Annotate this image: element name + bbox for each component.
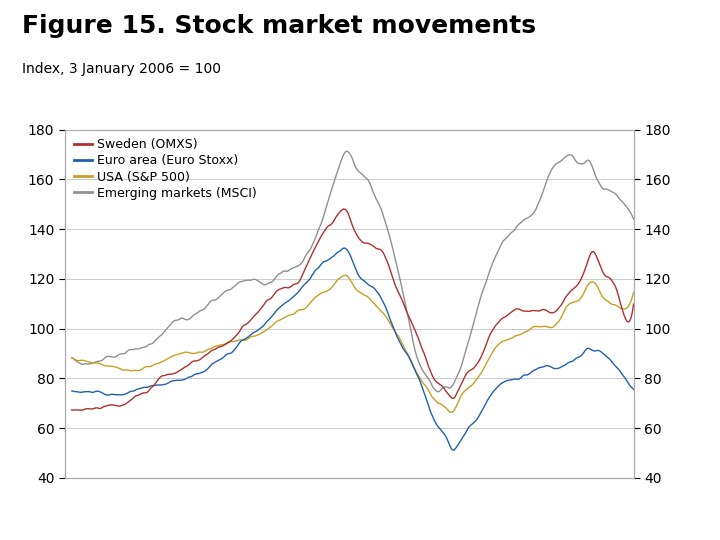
Text: Source: Reuters EcoWin: Source: Reuters EcoWin <box>566 527 698 537</box>
Text: Index, 3 January 2006 = 100: Index, 3 January 2006 = 100 <box>22 62 220 76</box>
Text: Figure 15. Stock market movements: Figure 15. Stock market movements <box>22 14 536 37</box>
Legend: Sweden (OMXS), Euro area (Euro Stoxx), USA (S&P 500), Emerging markets (MSCI): Sweden (OMXS), Euro area (Euro Stoxx), U… <box>71 136 259 202</box>
Text: SVERIGES
RIKSBANK: SVERIGES RIKSBANK <box>642 57 686 77</box>
